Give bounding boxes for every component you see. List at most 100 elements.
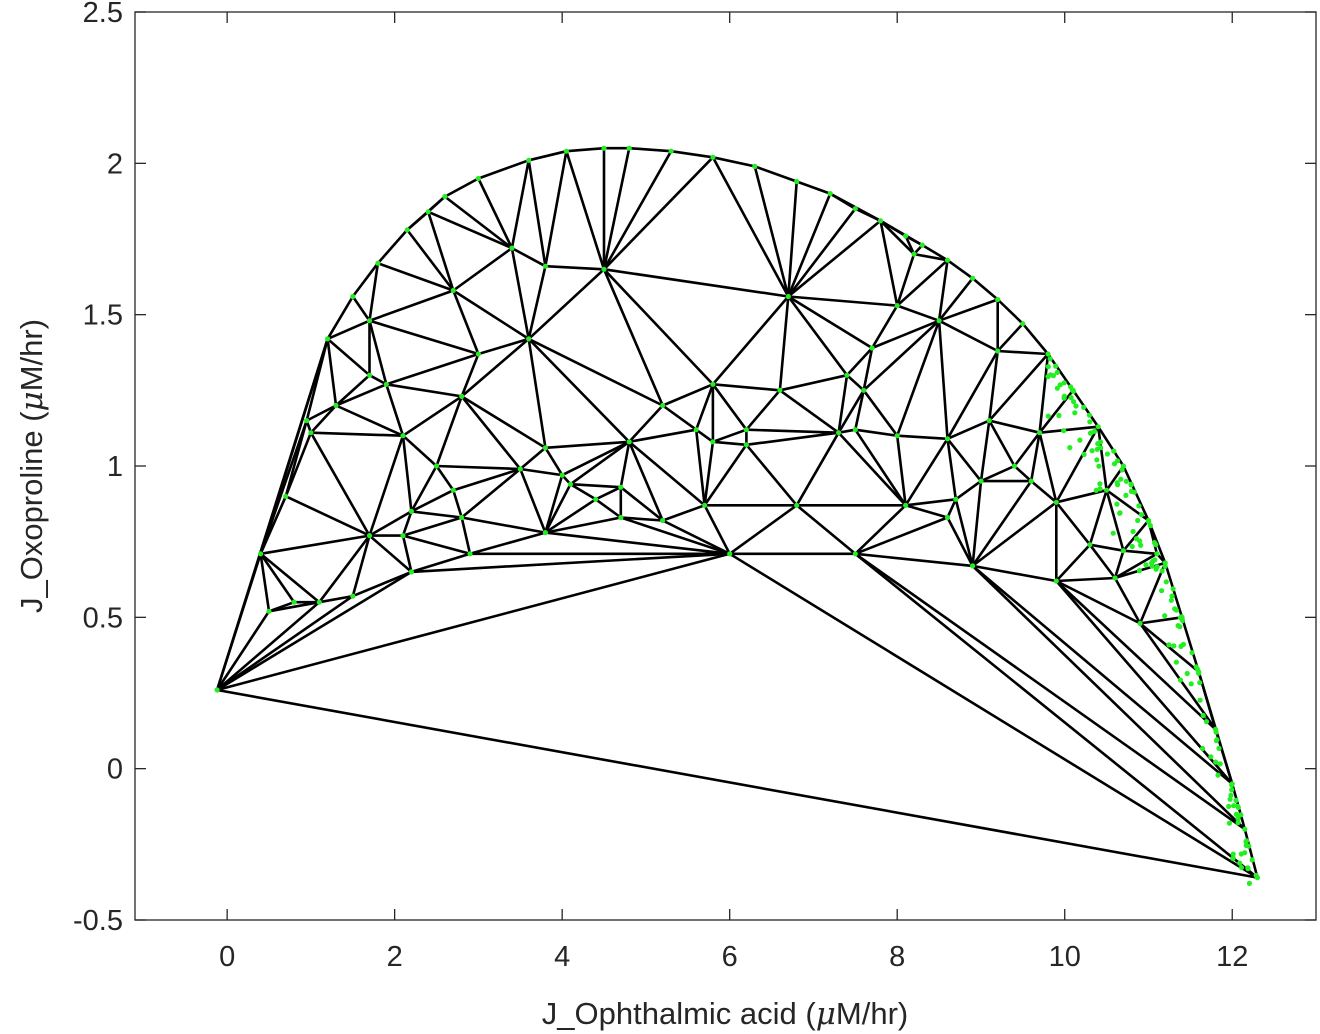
data-point bbox=[509, 245, 515, 251]
data-point bbox=[1253, 872, 1259, 878]
mesh-edge bbox=[895, 304, 941, 323]
data-point bbox=[1137, 620, 1143, 627]
data-point bbox=[827, 191, 833, 197]
mesh-edge bbox=[837, 373, 849, 435]
data-point bbox=[1093, 487, 1099, 493]
mesh-edge bbox=[753, 165, 799, 183]
mesh-edge bbox=[937, 276, 974, 323]
data-point bbox=[978, 478, 984, 484]
y-tick-label: 1.5 bbox=[83, 300, 123, 332]
mesh-edge bbox=[451, 289, 480, 356]
data-point bbox=[844, 372, 850, 378]
data-point bbox=[1203, 719, 1210, 725]
mesh-edge bbox=[946, 497, 958, 519]
data-point bbox=[702, 502, 708, 508]
data-point bbox=[995, 348, 1001, 354]
mesh-edge bbox=[837, 428, 857, 435]
mesh-edge bbox=[384, 352, 480, 386]
mesh-edge bbox=[460, 352, 480, 398]
mesh-edge bbox=[987, 352, 1050, 422]
mesh-edge bbox=[996, 298, 1025, 326]
data-point bbox=[1072, 410, 1078, 416]
data-point bbox=[283, 493, 289, 499]
data-point bbox=[304, 418, 310, 424]
mesh-edge bbox=[711, 156, 790, 298]
mesh-edge bbox=[971, 479, 1033, 568]
data-point bbox=[400, 433, 406, 439]
data-point bbox=[1171, 643, 1177, 649]
y-tick-label: 2.5 bbox=[83, 0, 123, 29]
mesh-edge bbox=[711, 382, 748, 432]
data-point bbox=[1244, 838, 1250, 844]
data-point bbox=[1178, 643, 1184, 650]
data-point bbox=[1177, 624, 1183, 630]
data-point bbox=[1081, 451, 1087, 458]
data-point bbox=[877, 218, 884, 224]
mesh-edge bbox=[1013, 431, 1041, 468]
data-point bbox=[1068, 395, 1074, 401]
mesh-edge bbox=[565, 149, 606, 271]
mesh-edge bbox=[904, 437, 949, 507]
data-point bbox=[517, 466, 523, 472]
y-tick-label: -0.5 bbox=[73, 905, 123, 937]
data-point bbox=[1229, 782, 1235, 788]
mesh-edge bbox=[786, 295, 899, 307]
mesh-edge bbox=[215, 552, 732, 692]
mesh-edge bbox=[954, 497, 974, 568]
mesh-edge bbox=[895, 252, 916, 307]
data-point bbox=[1249, 857, 1255, 863]
mesh-edge bbox=[937, 319, 1000, 353]
data-point bbox=[542, 445, 549, 451]
mesh-edge bbox=[267, 600, 321, 613]
mesh-edge bbox=[853, 428, 899, 438]
data-point bbox=[710, 381, 716, 387]
mesh-edge bbox=[368, 289, 455, 323]
data-point bbox=[1011, 463, 1018, 469]
data-point bbox=[1053, 578, 1059, 584]
data-point bbox=[1045, 351, 1051, 357]
data-point bbox=[1152, 557, 1158, 563]
data-point bbox=[1173, 607, 1179, 613]
data-point bbox=[1054, 369, 1060, 375]
mesh-edge bbox=[728, 552, 1259, 879]
data-point bbox=[1053, 499, 1059, 505]
mesh-edge bbox=[703, 503, 732, 556]
data-point bbox=[1194, 666, 1201, 672]
x-tick-label: 8 bbox=[889, 941, 905, 973]
mesh-edge bbox=[1122, 549, 1159, 556]
mesh-edge bbox=[410, 552, 732, 574]
data-point bbox=[1104, 451, 1110, 457]
mesh-edge bbox=[879, 219, 899, 307]
data-point bbox=[836, 430, 842, 436]
data-point bbox=[1166, 642, 1172, 648]
data-point bbox=[1143, 562, 1149, 568]
data-point bbox=[1045, 413, 1051, 419]
data-point bbox=[467, 551, 473, 557]
data-point bbox=[316, 599, 322, 605]
mesh-edge bbox=[745, 443, 799, 507]
mesh-edge bbox=[845, 373, 866, 392]
data-point bbox=[1215, 772, 1221, 778]
mesh-edge bbox=[309, 431, 371, 537]
mesh-edge bbox=[837, 431, 907, 507]
data-point bbox=[1061, 395, 1067, 401]
mesh-edge bbox=[259, 552, 296, 604]
mesh-edge bbox=[870, 319, 941, 350]
data-point bbox=[1135, 517, 1141, 524]
mesh-edge bbox=[384, 382, 464, 398]
data-point bbox=[1086, 412, 1093, 418]
data-point bbox=[325, 336, 331, 342]
data-point bbox=[1237, 860, 1243, 866]
y-tick-label: 2 bbox=[107, 148, 123, 180]
data-point bbox=[1130, 528, 1136, 535]
data-point bbox=[626, 145, 632, 151]
mesh-edge bbox=[1088, 543, 1117, 580]
mesh-edge bbox=[1055, 425, 1100, 504]
mesh-edge bbox=[1113, 549, 1125, 580]
data-point bbox=[1213, 759, 1219, 765]
mesh-edge bbox=[619, 516, 665, 522]
data-point bbox=[660, 402, 666, 409]
mesh-edge bbox=[368, 510, 413, 537]
data-point bbox=[1137, 538, 1143, 544]
mesh-edge bbox=[215, 609, 271, 692]
